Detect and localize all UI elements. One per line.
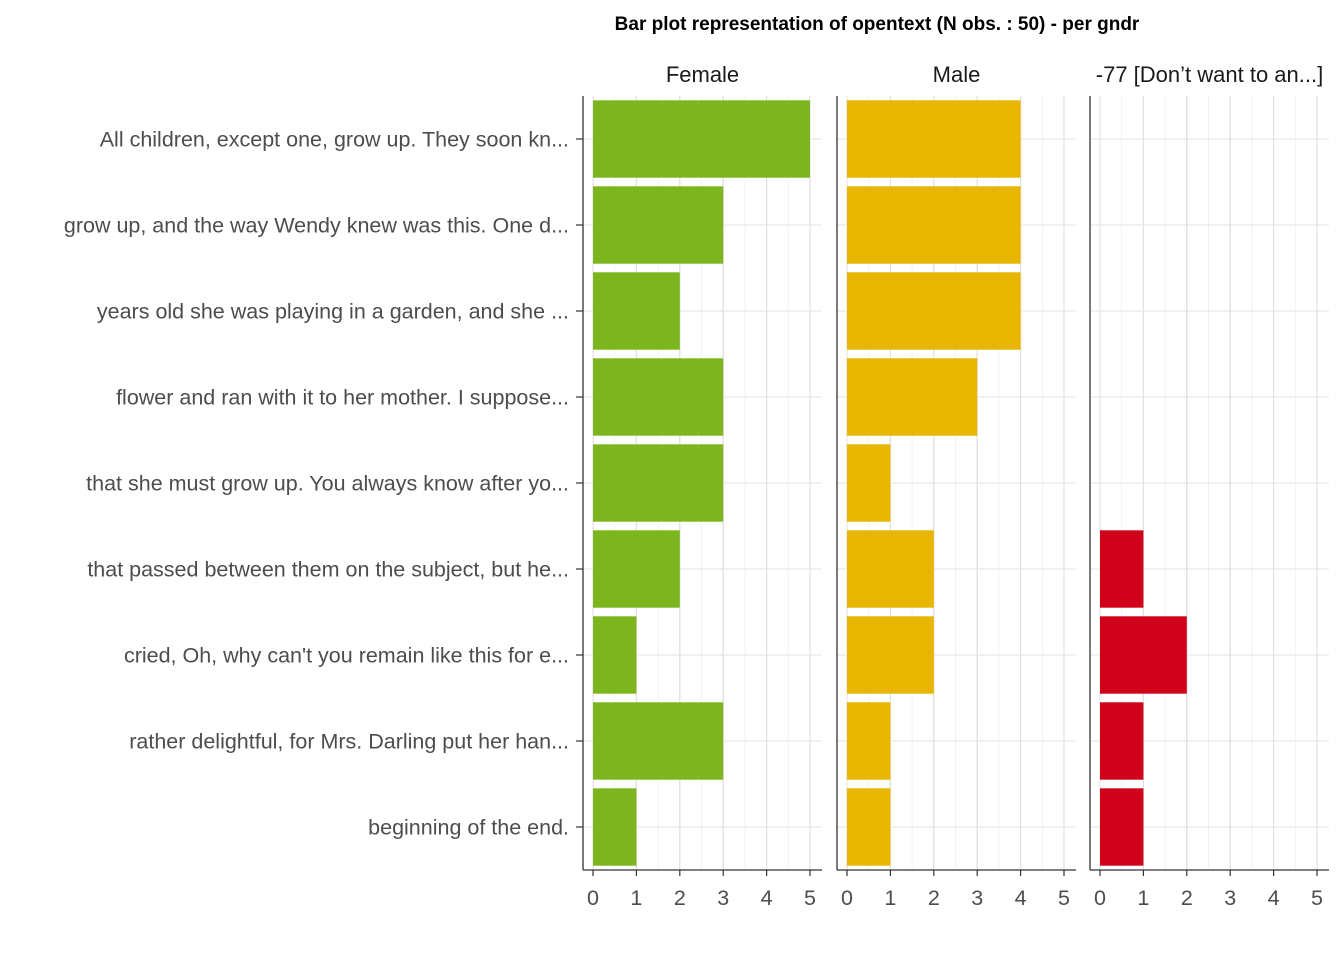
category-label: All children, except one, grow up. They … bbox=[100, 128, 569, 152]
x-tick-label: 0 bbox=[841, 886, 853, 910]
bar bbox=[1100, 788, 1144, 866]
bar bbox=[847, 702, 891, 780]
x-tick-label: 3 bbox=[717, 886, 729, 910]
bar bbox=[847, 530, 934, 608]
category-label: grow up, and the way Wendy knew was this… bbox=[64, 214, 569, 238]
x-tick-label: 0 bbox=[587, 886, 599, 910]
bar bbox=[1100, 530, 1144, 608]
x-tick-label: 1 bbox=[1137, 886, 1149, 910]
bar bbox=[847, 444, 891, 522]
bar bbox=[847, 788, 891, 866]
x-tick-label: 0 bbox=[1094, 886, 1106, 910]
x-tick-label: 4 bbox=[1015, 886, 1027, 910]
bar bbox=[593, 186, 724, 264]
facet-strip-label: Female bbox=[666, 62, 739, 87]
bar bbox=[593, 788, 637, 866]
x-tick-label: 2 bbox=[928, 886, 940, 910]
bar bbox=[847, 616, 934, 694]
x-tick-label: 1 bbox=[884, 886, 896, 910]
bar bbox=[593, 272, 680, 350]
bar bbox=[593, 444, 724, 522]
facet-panel: Female 0 1 2 3 4 5 bbox=[582, 62, 822, 910]
bar bbox=[593, 358, 724, 436]
facet-strip-label: -77 [Don’t want to an...] bbox=[1096, 62, 1323, 87]
bar bbox=[847, 100, 1021, 178]
category-label: years old she was playing in a garden, a… bbox=[97, 300, 569, 324]
bar bbox=[593, 530, 680, 608]
category-label: that she must grow up. You always know a… bbox=[86, 472, 569, 496]
bar bbox=[847, 272, 1021, 350]
chart-title: Bar plot representation of opentext (N o… bbox=[615, 14, 1140, 35]
bar bbox=[593, 616, 637, 694]
x-tick-label: 1 bbox=[630, 886, 642, 910]
x-tick-label: 4 bbox=[761, 886, 773, 910]
x-tick-label: 5 bbox=[804, 886, 816, 910]
x-tick-label: 2 bbox=[1181, 886, 1193, 910]
bar bbox=[593, 702, 724, 780]
facet-panel: -77 [Don’t want to an...] 0 1 2 3 4 5 bbox=[1089, 62, 1329, 910]
x-tick-label: 2 bbox=[674, 886, 686, 910]
category-label: rather delightful, for Mrs. Darling put … bbox=[129, 730, 569, 754]
x-tick-label: 3 bbox=[1224, 886, 1236, 910]
bar bbox=[847, 358, 978, 436]
facet-strip-label: Male bbox=[933, 62, 981, 87]
bar bbox=[847, 186, 1021, 264]
bar bbox=[1100, 702, 1144, 780]
x-tick-label: 4 bbox=[1268, 886, 1280, 910]
x-tick-label: 3 bbox=[971, 886, 983, 910]
category-labels: All children, except one, grow up. They … bbox=[64, 128, 583, 840]
x-tick-label: 5 bbox=[1058, 886, 1070, 910]
facet-panel: Male 0 1 2 3 4 5 bbox=[836, 62, 1076, 910]
x-tick-label: 5 bbox=[1311, 886, 1323, 910]
category-label: cried, Oh, why can't you remain like thi… bbox=[124, 644, 569, 668]
bar bbox=[593, 100, 810, 178]
category-label: that passed between them on the subject,… bbox=[87, 558, 569, 582]
category-label: beginning of the end. bbox=[368, 816, 569, 840]
bar bbox=[1100, 616, 1187, 694]
category-label: flower and ran with it to her mother. I … bbox=[116, 386, 569, 410]
